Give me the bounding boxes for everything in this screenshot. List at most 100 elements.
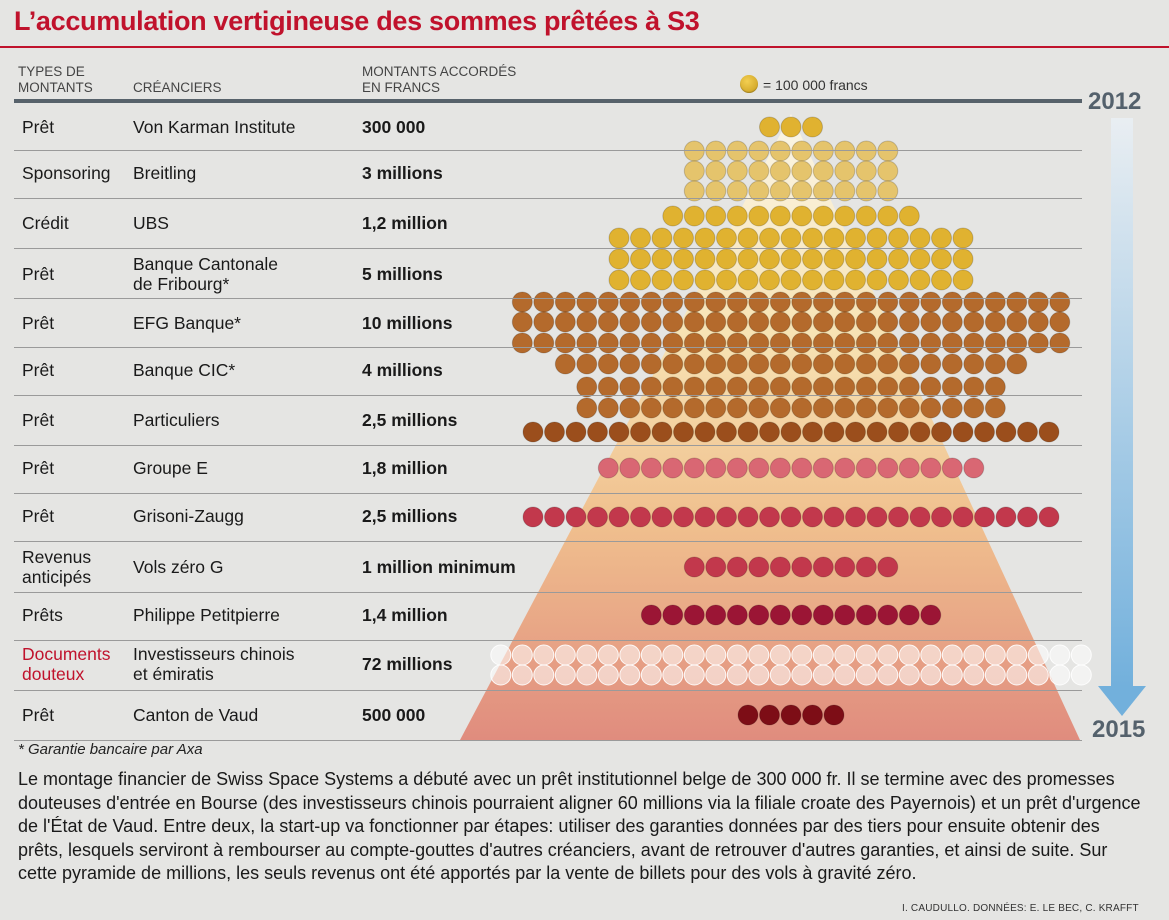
coin xyxy=(984,353,1006,375)
coin xyxy=(877,353,899,375)
row-creditor: Breitling xyxy=(133,163,197,183)
coin xyxy=(597,664,619,686)
coin xyxy=(619,457,641,479)
coin xyxy=(1006,644,1028,666)
coin xyxy=(490,664,512,686)
coin xyxy=(941,376,963,398)
coin xyxy=(608,421,630,443)
coin xyxy=(909,506,931,528)
coin xyxy=(888,227,909,249)
coin xyxy=(834,664,856,686)
coin xyxy=(963,397,985,419)
coin xyxy=(952,421,974,443)
row-creditor: Investisseurs chinois et émiratis xyxy=(133,644,295,684)
coin xyxy=(802,704,823,726)
coin xyxy=(780,227,802,249)
coin xyxy=(651,248,673,270)
coin xyxy=(619,332,641,354)
coin xyxy=(683,180,705,202)
coin xyxy=(716,506,737,528)
coin xyxy=(802,506,823,528)
coin xyxy=(683,332,705,354)
row-type: Prêt xyxy=(22,506,55,526)
coin xyxy=(726,604,748,626)
coin xyxy=(931,421,952,443)
coin xyxy=(565,506,587,528)
coin xyxy=(791,311,813,333)
coin xyxy=(963,332,985,354)
coin xyxy=(683,353,705,375)
coin xyxy=(597,291,619,313)
coin xyxy=(640,311,662,333)
coin xyxy=(920,664,942,686)
coin xyxy=(705,457,727,479)
coin xyxy=(877,332,899,354)
coin xyxy=(963,291,985,313)
coin xyxy=(941,353,963,375)
coin xyxy=(662,311,684,333)
coin xyxy=(834,311,856,333)
legend-label: = 100 000 francs xyxy=(763,77,868,93)
row-creditor: UBS xyxy=(133,213,169,233)
coin xyxy=(909,421,931,443)
coin xyxy=(748,291,770,313)
coin xyxy=(748,353,770,375)
coin xyxy=(877,376,899,398)
coin xyxy=(640,353,662,375)
coin xyxy=(1070,644,1092,666)
coin xyxy=(984,376,1006,398)
coin xyxy=(780,506,802,528)
coin xyxy=(1006,664,1028,686)
coin xyxy=(963,664,985,686)
coin xyxy=(694,421,716,443)
coin xyxy=(748,457,770,479)
coin xyxy=(597,376,619,398)
coin xyxy=(705,311,727,333)
coin xyxy=(855,353,877,375)
coin xyxy=(597,332,619,354)
coin xyxy=(812,160,834,182)
coin xyxy=(705,664,727,686)
coin xyxy=(597,644,619,666)
coin xyxy=(823,269,845,291)
coin xyxy=(877,664,899,686)
coin xyxy=(726,397,748,419)
row-divider xyxy=(14,298,1082,299)
coin xyxy=(662,376,684,398)
coin xyxy=(877,556,899,578)
coin xyxy=(898,353,920,375)
coin xyxy=(834,332,856,354)
coin xyxy=(511,291,533,313)
coin xyxy=(673,227,694,249)
coin xyxy=(748,205,770,227)
coin xyxy=(834,140,856,162)
coin xyxy=(748,376,770,398)
coin xyxy=(769,664,791,686)
coin xyxy=(619,644,641,666)
coin xyxy=(1027,644,1049,666)
coin xyxy=(511,311,533,333)
coin xyxy=(716,269,737,291)
row-type: Prêt xyxy=(22,410,55,430)
coin xyxy=(941,397,963,419)
coin xyxy=(554,332,576,354)
row-amount: 72 millions xyxy=(362,654,453,674)
coin xyxy=(1070,664,1092,686)
coin xyxy=(898,664,920,686)
coin xyxy=(780,421,802,443)
coin xyxy=(608,506,630,528)
coin xyxy=(716,248,737,270)
coin xyxy=(533,332,555,354)
row-divider xyxy=(14,740,1082,741)
coin xyxy=(608,248,630,270)
coin xyxy=(802,116,823,138)
coin xyxy=(769,397,791,419)
coin xyxy=(662,291,684,313)
coin xyxy=(1049,664,1071,686)
coin xyxy=(812,180,834,202)
row-amount: 300 000 xyxy=(362,117,426,137)
row-type: Sponsoring xyxy=(22,163,111,183)
coin xyxy=(834,205,856,227)
coin xyxy=(511,332,533,354)
row-divider xyxy=(14,198,1082,199)
